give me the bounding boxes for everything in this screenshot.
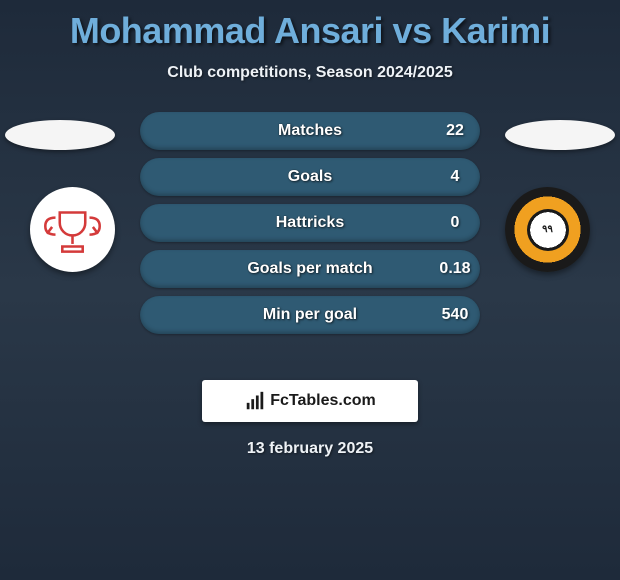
comparison-date: 13 february 2025 [0, 440, 620, 458]
stat-rows: Matches 22 Goals 4 Hattricks 0 Goals per… [140, 112, 480, 342]
stat-right-value: 0 [430, 214, 480, 232]
stat-row-goals-per-match: Goals per match 0.18 [140, 250, 480, 288]
stat-row-matches: Matches 22 [140, 112, 480, 150]
stat-right-value: 4 [430, 168, 480, 186]
stat-label: Goals [190, 168, 430, 186]
stat-row-goals: Goals 4 [140, 158, 480, 196]
stat-right-value: 540 [430, 306, 480, 324]
stat-row-min-per-goal: Min per goal 540 [140, 296, 480, 334]
bar-chart-icon [244, 390, 266, 412]
comparison-title: Mohammad Ansari vs Karimi [0, 0, 620, 52]
stat-right-value: 0.18 [430, 260, 480, 278]
brand-link[interactable]: FcTables.com [202, 380, 418, 422]
stat-label: Min per goal [190, 306, 430, 324]
stat-right-value: 22 [430, 122, 480, 140]
brand-text: FcTables.com [270, 392, 376, 410]
club-logo-left [30, 187, 115, 272]
stat-label: Hattricks [190, 214, 430, 232]
club-logo-right: ۹۹ [505, 187, 590, 272]
stat-row-hattricks: Hattricks 0 [140, 204, 480, 242]
trophy-emblem-icon [30, 187, 115, 272]
flag-right-placeholder [505, 120, 615, 150]
stat-label: Matches [190, 122, 430, 140]
stat-label: Goals per match [190, 260, 430, 278]
comparison-subtitle: Club competitions, Season 2024/2025 [0, 64, 620, 82]
comparison-arena: ۹۹ Matches 22 Goals 4 Hattricks 0 Goals … [0, 112, 620, 362]
flag-left-placeholder [5, 120, 115, 150]
club-right-inner-icon: ۹۹ [527, 209, 569, 251]
